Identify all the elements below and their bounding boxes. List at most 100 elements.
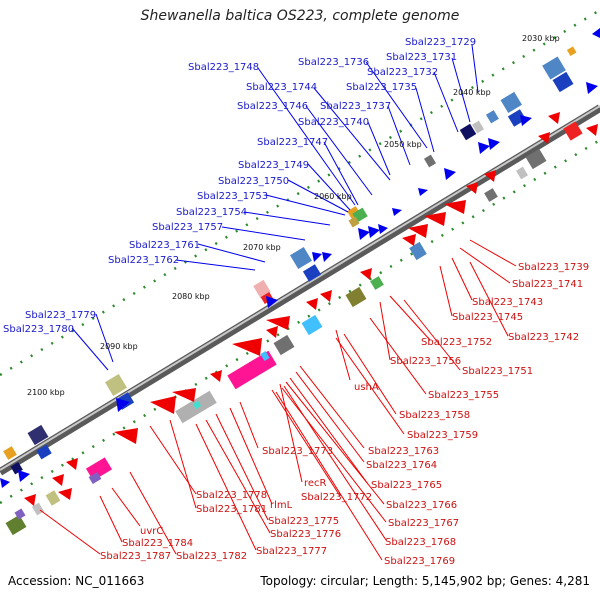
gene-label: Sbal223_1782 (176, 551, 247, 562)
gene-label: uvrC (140, 526, 163, 537)
gene-block (88, 471, 102, 485)
gene-block (348, 216, 360, 228)
gene-block (105, 374, 127, 396)
red-leaders (39, 239, 517, 561)
gene-block (273, 334, 295, 356)
kbp-label: 2090 kbp (100, 342, 138, 351)
gene-label: Sbal223_1737 (320, 101, 391, 112)
gene-label: Sbal223_1761 (129, 240, 200, 251)
forward-arrows (0, 28, 600, 488)
gene-label: Sbal223_1747 (257, 137, 328, 148)
gene-label: Sbal223_1766 (386, 500, 457, 511)
gene-block (525, 148, 547, 170)
kbp-label: 2030 kbp (522, 34, 560, 43)
gene-label: Sbal223_1757 (152, 222, 223, 233)
reverse-genes (5, 121, 583, 536)
gene-block (27, 424, 49, 446)
gene-label: Sbal223_1758 (399, 410, 470, 421)
gene-block (253, 279, 271, 299)
gene-block (459, 123, 477, 141)
gene-block (471, 120, 485, 134)
gene-label: Sbal223_1784 (122, 538, 193, 549)
red-gene-labels: Sbal223_1739 Sbal223_1741 Sbal223_1743 S… (100, 262, 589, 567)
gene-block (301, 314, 323, 336)
gene-block (552, 71, 574, 93)
kbp-scale: 2030 kbp 2040 kbp 2050 kbp 2060 kbp 2070… (27, 34, 560, 397)
gene-block (566, 46, 577, 56)
genome-summary-text: Topology: circular; Length: 5,145,902 bp… (260, 574, 590, 588)
gene-label: Sbal223_1773 (262, 446, 333, 457)
gene-block (507, 109, 527, 127)
gene-block (500, 91, 522, 113)
gene-block (423, 154, 437, 168)
page-title: Shewanella baltica OS223, complete genom… (140, 8, 460, 24)
gene-label: Sbal223_1751 (462, 366, 533, 377)
gene-label: Sbal223_1767 (388, 518, 459, 529)
gene-block (85, 457, 113, 481)
kbp-label: 2040 kbp (453, 88, 491, 97)
gene-block (14, 508, 26, 520)
gene-label: Sbal223_1754 (176, 207, 247, 218)
gene-label: Sbal223_1776 (270, 529, 341, 540)
gene-block (31, 502, 45, 516)
gene-label: Sbal223_1756 (390, 356, 461, 367)
kbp-label: 2060 kbp (314, 192, 352, 201)
gene-label: Sbal223_1752 (421, 337, 492, 348)
gene-label: Sbal223_1777 (256, 546, 327, 557)
gene-label: Sbal223_1762 (108, 255, 179, 266)
kbp-label: 2070 kbp (243, 243, 281, 252)
gene-label: Sbal223_1736 (298, 57, 369, 68)
gene-label: Sbal223_1745 (452, 312, 523, 323)
gene-block (36, 444, 52, 460)
gene-block (515, 166, 529, 180)
blue-leaders (71, 44, 479, 371)
gene-block (485, 110, 499, 124)
gene-block (192, 400, 202, 410)
gene-label: Sbal223_1749 (238, 160, 309, 171)
gene-label: Sbal223_1781 (196, 504, 267, 515)
gene-label: Sbal223_1742 (508, 332, 579, 343)
gene-label: Sbal223_1787 (100, 551, 171, 562)
gene-label: Sbal223_1732 (367, 67, 438, 78)
gene-label: Sbal223_1741 (512, 279, 583, 290)
gene-label: Sbal223_1755 (428, 390, 499, 401)
gene-block (302, 264, 322, 282)
gene-label: Sbal223_1769 (384, 556, 455, 567)
kbp-label: 2100 kbp (27, 388, 65, 397)
kbp-label: 2050 kbp (384, 140, 422, 149)
gene-block (5, 514, 27, 536)
blue-gene-labels: Sbal223_1729 Sbal223_1731 Sbal223_1748 S… (3, 37, 476, 335)
gene-label: Sbal223_1775 (268, 516, 339, 527)
gene-label: Sbal223_1731 (386, 52, 457, 63)
gene-block (45, 490, 61, 506)
gene-label: Sbal223_1739 (518, 262, 589, 273)
gene-block (290, 247, 312, 269)
gene-label: Sbal223_1753 (197, 191, 268, 202)
gene-block (563, 121, 583, 141)
gene-label: Sbal223_1740 (298, 117, 369, 128)
accession-text: Accession: NC_011663 (8, 574, 145, 588)
gene-label: Sbal223_1748 (188, 62, 259, 73)
gene-label: rlmL (270, 500, 293, 511)
gene-label: Sbal223_1778 (196, 490, 267, 501)
genome-backbone (0, 104, 600, 476)
gene-label: Sbal223_1735 (346, 82, 417, 93)
gene-label: Sbal223_1759 (407, 430, 478, 441)
gene-label: Sbal223_1780 (3, 324, 74, 335)
gene-block (409, 241, 427, 261)
gene-block (3, 446, 17, 460)
kbp-label: 2080 kbp (172, 292, 210, 301)
gene-block (484, 188, 498, 202)
gene-block (542, 56, 566, 80)
gene-label: recR (304, 478, 327, 489)
gene-label: Sbal223_1744 (246, 82, 317, 93)
gene-label: Sbal223_1779 (25, 310, 96, 321)
gene-label: Sbal223_1772 (301, 492, 372, 503)
genome-backbone-highlight (0, 105, 600, 471)
gene-label: Sbal223_1764 (366, 460, 437, 471)
gene-block (260, 351, 270, 361)
gene-label: Sbal223_1729 (405, 37, 476, 48)
gene-label: Sbal223_1750 (218, 176, 289, 187)
gene-label: Sbal223_1768 (385, 537, 456, 548)
